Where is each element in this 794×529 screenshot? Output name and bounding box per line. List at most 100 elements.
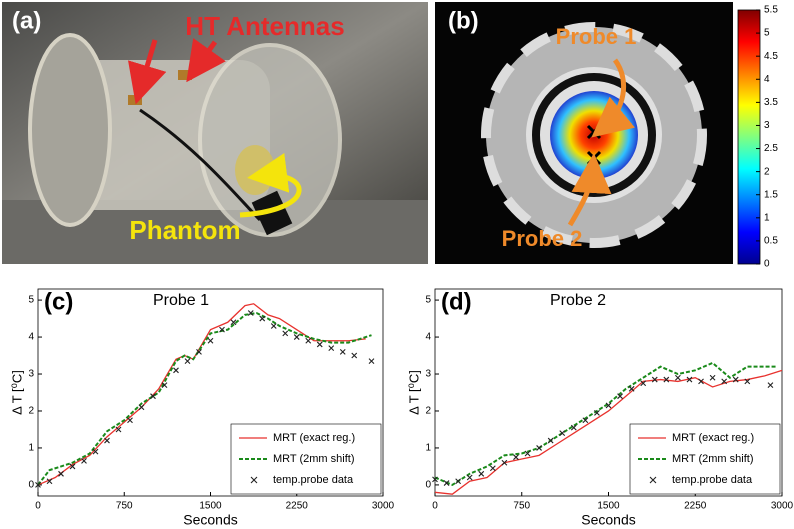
data-point bbox=[721, 378, 728, 385]
y-tick-label: 2 bbox=[28, 406, 34, 417]
data-point bbox=[339, 348, 346, 355]
data-point bbox=[628, 385, 635, 392]
x-axis-label: Seconds bbox=[183, 512, 237, 528]
x-tick-label: 2250 bbox=[286, 501, 309, 512]
legend-label: temp.probe data bbox=[273, 474, 354, 486]
legend-label: MRT (exact reg.) bbox=[273, 432, 355, 444]
data-point bbox=[282, 330, 289, 337]
mri-panel: (b) Probe 1 Probe 2 bbox=[435, 2, 761, 265]
data-point bbox=[651, 376, 658, 383]
legend-swatch bbox=[649, 476, 657, 484]
legend-label: MRT (2mm shift) bbox=[273, 453, 355, 465]
annotation: Probe 1 bbox=[556, 24, 637, 49]
data-point bbox=[138, 404, 145, 411]
y-tick-label: 0 bbox=[425, 480, 431, 491]
x-tick-label: 2250 bbox=[684, 501, 707, 512]
y-tick-label: 0 bbox=[28, 480, 34, 491]
data-point bbox=[594, 409, 600, 416]
colorbar-tick-label: 3 bbox=[764, 120, 770, 131]
data-point bbox=[489, 465, 496, 472]
colorbar-tick-label: 5.5 bbox=[764, 5, 778, 16]
data-point bbox=[675, 374, 681, 381]
colorbar-tick-label: 2 bbox=[764, 166, 770, 177]
data-point bbox=[150, 393, 156, 400]
legend-label: temp.probe data bbox=[672, 474, 753, 486]
data-point bbox=[640, 380, 647, 387]
colorbar-tick-label: 4 bbox=[764, 74, 770, 85]
annotation: HT Antennas bbox=[185, 11, 344, 41]
x-tick-label: 750 bbox=[116, 501, 133, 512]
data-point bbox=[35, 482, 41, 488]
panel-label: (c) bbox=[44, 288, 73, 315]
colorbar-tick-label: 5 bbox=[764, 28, 770, 39]
x-tick-label: 750 bbox=[513, 501, 530, 512]
y-axis-label: Δ T [⁰C] bbox=[406, 370, 421, 415]
x-tick-label: 0 bbox=[35, 501, 41, 512]
y-tick-label: 5 bbox=[425, 295, 431, 306]
data-point bbox=[570, 424, 577, 431]
panel-label: (d) bbox=[441, 288, 472, 315]
data-point bbox=[46, 478, 53, 485]
data-point bbox=[767, 382, 774, 388]
data-point bbox=[663, 376, 670, 383]
data-line bbox=[434, 361, 777, 487]
data-point bbox=[81, 457, 87, 464]
data-point bbox=[732, 376, 739, 383]
data-point bbox=[547, 437, 554, 444]
legend-label: MRT (exact reg.) bbox=[672, 432, 754, 444]
data-point bbox=[328, 345, 335, 352]
data-point bbox=[173, 367, 179, 374]
data-point bbox=[513, 454, 519, 461]
y-axis-label: Δ T [⁰C] bbox=[9, 370, 24, 415]
colorbar-tick-label: 2.5 bbox=[764, 143, 778, 154]
data-point bbox=[744, 378, 751, 385]
data-point bbox=[617, 393, 623, 400]
data-point bbox=[432, 476, 438, 483]
data-point bbox=[259, 315, 266, 322]
data-line bbox=[434, 369, 783, 495]
chart-title: Probe 1 bbox=[153, 292, 209, 309]
data-point bbox=[207, 337, 214, 344]
data-point bbox=[582, 417, 589, 424]
y-tick-label: 2 bbox=[425, 406, 431, 417]
legend-label: MRT (2mm shift) bbox=[672, 453, 754, 465]
colorbar-tick-label: 0 bbox=[764, 259, 770, 270]
x-tick-label: 0 bbox=[432, 501, 438, 512]
colorbar-tick-label: 1 bbox=[764, 212, 770, 223]
data-point bbox=[230, 319, 237, 326]
panel-label: (b) bbox=[448, 7, 479, 34]
data-point bbox=[316, 341, 323, 348]
y-tick-label: 4 bbox=[425, 332, 431, 343]
data-point bbox=[466, 474, 473, 481]
data-point bbox=[524, 450, 531, 457]
colorbar-tick-label: 0.5 bbox=[764, 236, 778, 247]
y-tick-label: 1 bbox=[28, 443, 34, 454]
panel-label: (a) bbox=[12, 7, 41, 34]
data-point bbox=[92, 448, 99, 455]
colorbar-tick-label: 4.5 bbox=[764, 51, 778, 62]
data-point bbox=[559, 430, 566, 437]
data-point bbox=[161, 382, 168, 388]
x-tick-label: 3000 bbox=[771, 501, 794, 512]
x-tick-label: 1500 bbox=[597, 501, 620, 512]
colorbar bbox=[737, 9, 761, 265]
data-point bbox=[104, 437, 110, 444]
data-line bbox=[37, 311, 372, 486]
data-point bbox=[455, 478, 462, 485]
data-point bbox=[58, 470, 64, 477]
data-point bbox=[219, 326, 225, 333]
data-point bbox=[247, 310, 254, 316]
data-point bbox=[709, 374, 716, 381]
data-point bbox=[293, 334, 300, 340]
data-point bbox=[686, 376, 693, 383]
data-point bbox=[69, 463, 76, 470]
x-axis-label: Seconds bbox=[581, 512, 635, 528]
data-point bbox=[501, 459, 508, 466]
data-point bbox=[368, 358, 375, 364]
data-point bbox=[698, 378, 704, 385]
data-point bbox=[270, 323, 277, 329]
y-tick-label: 3 bbox=[28, 369, 34, 380]
data-point bbox=[443, 480, 450, 486]
chart-title: Probe 2 bbox=[550, 292, 606, 309]
